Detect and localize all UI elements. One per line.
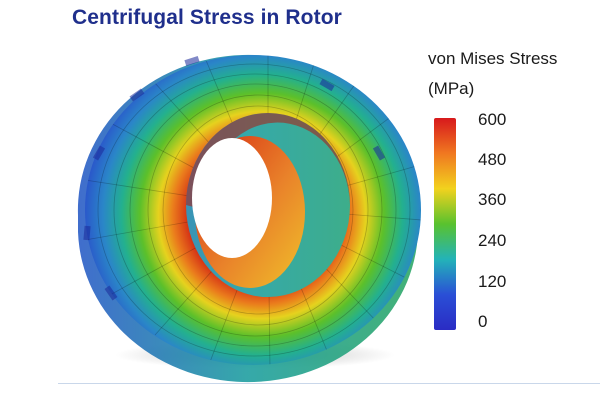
stress-colorbar	[434, 118, 456, 330]
tick-label: 0	[478, 312, 488, 331]
legend-title: von Mises Stress (MPa)	[428, 44, 557, 104]
tick-label: 480	[478, 150, 507, 169]
rotor-bore-wall	[186, 113, 350, 210]
rim-slots	[83, 55, 386, 301]
chart-title: Centrifugal Stress in Rotor	[72, 6, 342, 29]
legend-title-line2: (MPa)	[428, 79, 475, 98]
tick-label: 120	[478, 272, 507, 291]
tick-label: 360	[478, 190, 507, 209]
tick-label: 240	[478, 231, 507, 250]
rotor-ring-face	[85, 55, 421, 365]
rotor-bore-back	[192, 138, 272, 258]
bottom-divider	[58, 383, 600, 384]
tick-label: 600	[478, 110, 507, 129]
legend-title-line1: von Mises Stress	[428, 49, 558, 68]
